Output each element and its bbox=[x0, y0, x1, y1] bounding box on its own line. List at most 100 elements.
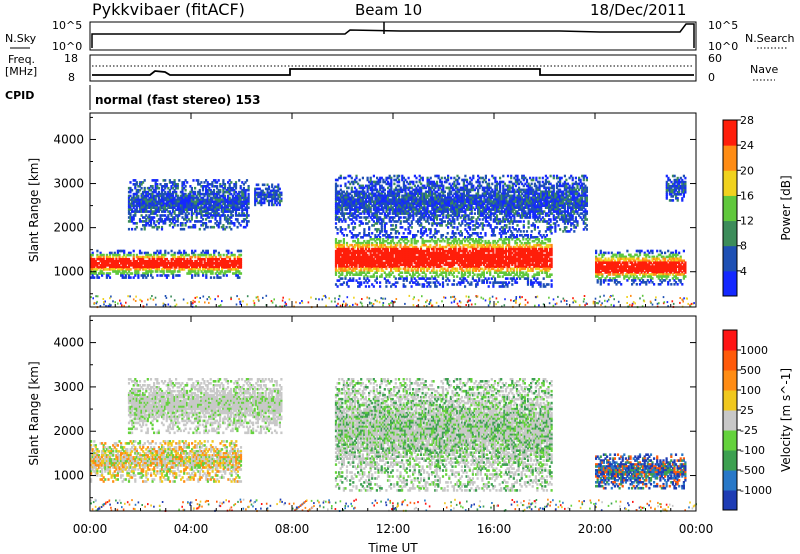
echo-cell bbox=[154, 204, 157, 208]
echo-cell bbox=[167, 218, 170, 221]
echo-cell bbox=[110, 251, 113, 255]
echo-cell bbox=[247, 214, 250, 217]
echo-cell bbox=[149, 200, 153, 204]
echo-cell bbox=[146, 216, 149, 219]
echo-cell bbox=[180, 255, 183, 259]
echo-cell bbox=[121, 274, 124, 277]
echo-cell bbox=[197, 274, 200, 277]
echo-cell bbox=[180, 251, 183, 255]
echo-cell bbox=[150, 266, 153, 269]
echo-cell bbox=[452, 283, 456, 286]
echo-cell bbox=[148, 198, 151, 202]
echo-cell bbox=[203, 257, 206, 261]
echo-cell bbox=[167, 259, 170, 263]
echo-cell bbox=[151, 266, 154, 269]
echo-cell bbox=[160, 192, 164, 196]
echo-cell bbox=[134, 259, 137, 263]
echo-cell bbox=[157, 262, 161, 265]
echo-cell bbox=[160, 206, 164, 209]
echo-cell bbox=[131, 272, 134, 275]
echo-cell bbox=[146, 202, 149, 206]
nave-tick-top: 60 bbox=[708, 52, 722, 65]
echo-cell bbox=[164, 206, 167, 209]
echo-cell bbox=[149, 192, 153, 196]
echo-cell bbox=[96, 262, 99, 265]
echo-cell bbox=[209, 220, 212, 223]
echo-cell bbox=[170, 202, 173, 206]
echo-cell bbox=[183, 257, 186, 261]
echo-cell bbox=[171, 198, 175, 202]
echo-cell bbox=[153, 220, 156, 223]
echo-cell bbox=[191, 276, 194, 279]
echo-cell bbox=[238, 264, 241, 267]
echo-cell bbox=[140, 208, 143, 211]
echo-cell bbox=[115, 262, 118, 265]
echo-cell bbox=[192, 264, 195, 267]
echo-cell bbox=[156, 206, 159, 209]
echo-cell bbox=[159, 214, 162, 217]
echo-cell bbox=[149, 194, 153, 198]
echo-cell bbox=[162, 272, 165, 275]
echo-cell bbox=[170, 185, 173, 188]
echo-cell bbox=[142, 200, 145, 204]
echo-cell bbox=[239, 224, 242, 227]
echo-cell bbox=[127, 206, 131, 209]
echo-cell bbox=[157, 251, 161, 255]
echo-cell bbox=[164, 202, 167, 206]
echo-cell bbox=[99, 264, 102, 267]
echo-cell bbox=[127, 227, 131, 231]
echo-cell bbox=[145, 276, 148, 279]
echo-cell bbox=[205, 262, 208, 265]
echo-cell bbox=[102, 259, 105, 263]
echo-cell bbox=[233, 224, 236, 227]
echo-cell bbox=[407, 239, 410, 243]
echo-cell bbox=[186, 259, 189, 263]
echo-cell bbox=[170, 266, 173, 269]
echo-cell bbox=[159, 220, 162, 223]
echo-cell bbox=[183, 268, 186, 271]
echo-cell bbox=[127, 186, 131, 190]
echo-cell bbox=[105, 268, 108, 271]
echo-cell bbox=[112, 270, 115, 273]
echo-cell bbox=[454, 232, 457, 235]
echo-cell bbox=[154, 224, 157, 227]
echo-cell bbox=[145, 272, 148, 275]
echo-cell bbox=[213, 266, 216, 269]
echo-cell bbox=[236, 266, 239, 269]
echo-cell bbox=[168, 179, 171, 182]
echo-cell bbox=[435, 285, 438, 288]
echo-cell bbox=[129, 268, 132, 271]
echo-cell bbox=[129, 276, 132, 279]
echo-cell bbox=[233, 264, 236, 267]
echo-cell bbox=[159, 274, 162, 277]
echo-cell bbox=[138, 264, 142, 267]
echo-cell bbox=[347, 186, 350, 190]
echo-cell bbox=[161, 257, 164, 261]
echo-cell bbox=[140, 214, 143, 217]
echo-cell bbox=[156, 255, 159, 259]
echo-cell bbox=[112, 266, 115, 269]
echo-cell bbox=[482, 281, 485, 284]
echo-cell bbox=[441, 285, 445, 288]
echo-cell bbox=[211, 259, 214, 263]
echo-cell bbox=[239, 262, 243, 265]
echo-cell bbox=[99, 268, 102, 271]
echo-cell bbox=[171, 210, 175, 213]
echo-cell bbox=[107, 257, 110, 261]
echo-cell bbox=[142, 204, 145, 208]
echo-cell bbox=[142, 192, 145, 196]
echo-cell bbox=[137, 185, 140, 188]
echo-cell bbox=[216, 262, 219, 265]
echo-cell bbox=[219, 264, 222, 267]
echo-cell bbox=[138, 200, 142, 204]
echo-cell bbox=[156, 268, 159, 271]
echo-cell bbox=[205, 272, 208, 275]
echo-cell bbox=[170, 262, 173, 265]
echo-cell bbox=[339, 239, 342, 243]
echo-cell bbox=[203, 264, 206, 267]
echo-cell bbox=[99, 251, 102, 255]
echo-cell bbox=[227, 266, 230, 269]
echo-cell bbox=[129, 194, 132, 198]
echo-cell bbox=[142, 276, 145, 279]
echo-cell bbox=[126, 259, 129, 263]
